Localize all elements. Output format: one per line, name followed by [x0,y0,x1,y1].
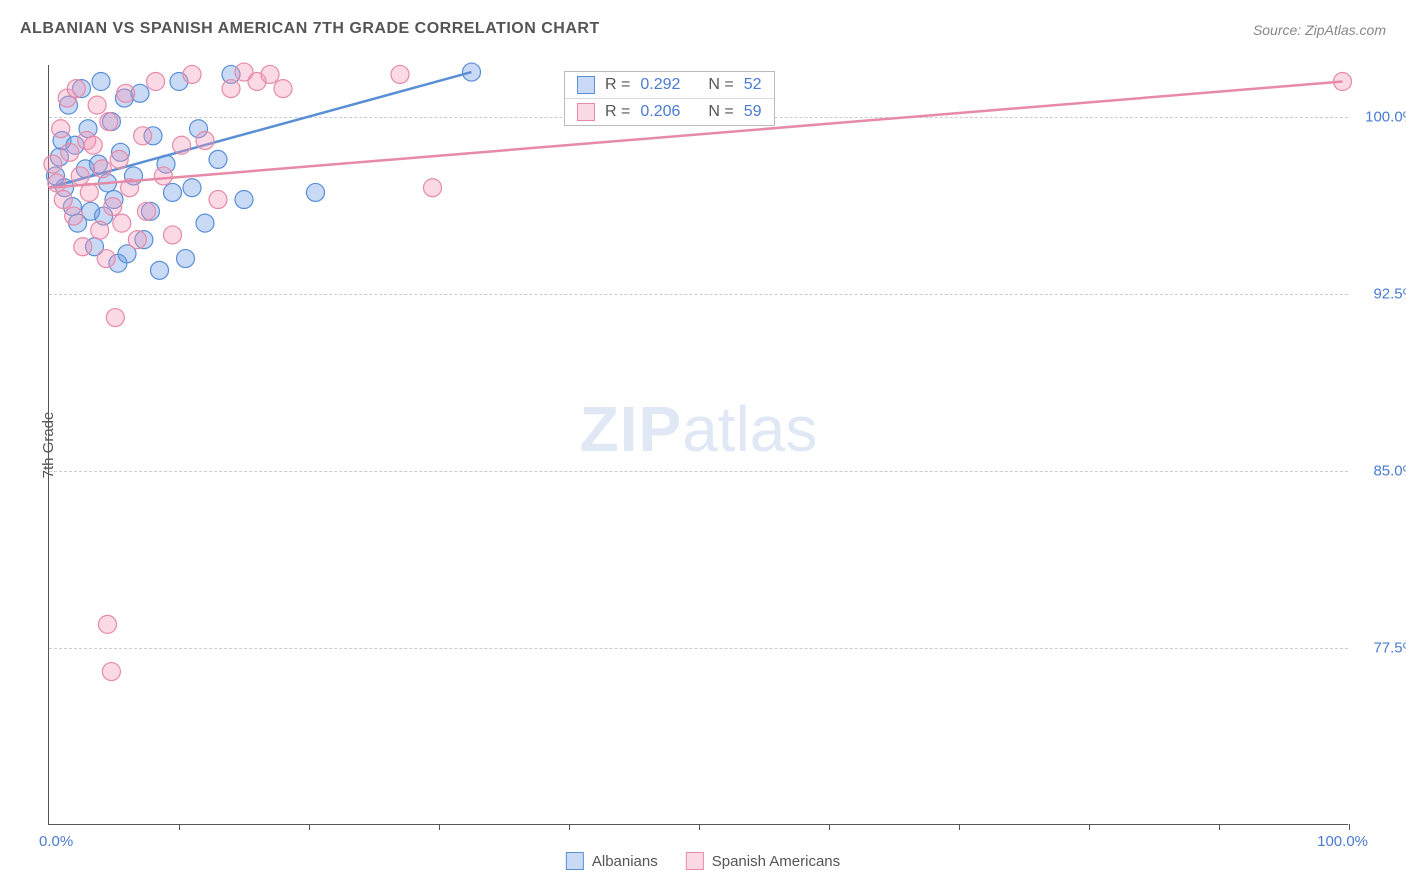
stat-r-value: 0.292 [640,76,680,94]
legend-label: Spanish Americans [712,853,840,870]
scatter-point [52,120,70,138]
scatter-point [173,136,191,154]
scatter-point [93,160,111,178]
x-tick [1219,824,1220,830]
scatter-point [307,183,325,201]
stat-r-label: R = [605,76,630,94]
scatter-point [164,226,182,244]
scatter-point [61,143,79,161]
x-tick [699,824,700,830]
scatter-point [274,80,292,98]
x-tick [829,824,830,830]
scatter-point [151,261,169,279]
scatter-point [113,214,131,232]
scatter-point [97,250,115,268]
scatter-point [92,73,110,91]
stat-n-label: N = [708,76,733,94]
scatter-point [99,615,117,633]
plot-area: 7th Grade ZIPatlas 100.0%92.5%85.0%77.5%… [48,65,1348,825]
scatter-point [74,238,92,256]
scatter-point [84,136,102,154]
scatter-point [391,65,409,83]
scatter-point [196,132,214,150]
scatter-point [54,191,72,209]
x-tick [1349,824,1350,830]
scatter-point [424,179,442,197]
scatter-point [110,150,128,168]
swatch-icon [566,852,584,870]
legend-item: Albanians [566,852,658,870]
legend: Albanians Spanish Americans [566,852,840,870]
x-tick [569,824,570,830]
scatter-point [106,309,124,327]
scatter-point [209,191,227,209]
scatter-point [138,202,156,220]
scatter-point [235,191,253,209]
x-tick [439,824,440,830]
x-axis-start-label: 0.0% [39,833,73,850]
scatter-point [154,167,172,185]
stat-row: R = 0.206 N = 59 [565,98,774,125]
y-tick-label: 85.0% [1373,462,1406,479]
scatter-point [100,113,118,131]
swatch-icon [577,103,595,121]
x-tick [959,824,960,830]
scatter-point [261,65,279,83]
y-tick-label: 92.5% [1373,285,1406,302]
x-tick [179,824,180,830]
scatter-point [67,80,85,98]
stat-box: R = 0.292 N = 52 R = 0.206 N = 59 [564,71,775,126]
stat-n-value: 59 [744,103,762,121]
scatter-point [209,150,227,168]
scatter-point [71,167,89,185]
scatter-point [102,663,120,681]
scatter-point [147,73,165,91]
scatter-point [128,231,146,249]
scatter-point [65,207,83,225]
scatter-point [183,179,201,197]
scatter-point [134,127,152,145]
legend-label: Albanians [592,853,658,870]
y-tick-label: 100.0% [1365,108,1406,125]
stat-n-label: N = [708,103,733,121]
scatter-point [183,65,201,83]
scatter-point [48,174,66,192]
scatter-svg [49,65,1348,824]
chart-title: ALBANIAN VS SPANISH AMERICAN 7TH GRADE C… [20,20,600,38]
stat-n-value: 52 [744,76,762,94]
swatch-icon [577,76,595,94]
stat-row: R = 0.292 N = 52 [565,72,774,98]
swatch-icon [686,852,704,870]
x-tick [1089,824,1090,830]
x-axis-end-label: 100.0% [1317,833,1368,850]
scatter-point [222,80,240,98]
y-tick-label: 77.5% [1373,639,1406,656]
stat-r-label: R = [605,103,630,121]
scatter-point [104,198,122,216]
scatter-point [88,96,106,114]
source-label: Source: ZipAtlas.com [1253,22,1386,38]
scatter-point [164,183,182,201]
scatter-point [91,221,109,239]
scatter-point [177,250,195,268]
scatter-point [196,214,214,232]
scatter-point [117,84,135,102]
stat-r-value: 0.206 [640,103,680,121]
x-tick [309,824,310,830]
legend-item: Spanish Americans [686,852,840,870]
scatter-point [44,155,62,173]
